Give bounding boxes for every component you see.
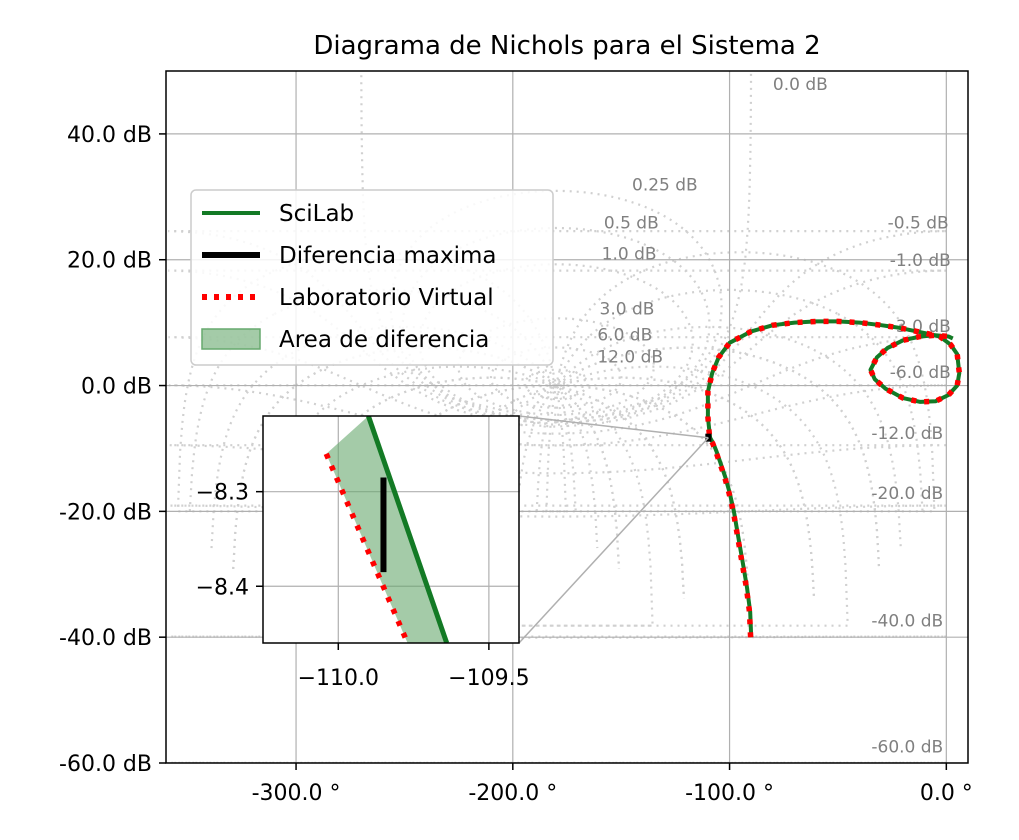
- y-tick-label: 20.0 dB: [67, 249, 152, 274]
- m-circle-label: -3.0 dB: [890, 317, 951, 337]
- legend-label-max-diff: Diferencia maxima: [279, 243, 496, 269]
- y-tick-label: 0.0 dB: [81, 375, 152, 400]
- m-circle: [168, 269, 947, 428]
- x-tick-label: -200.0 °: [468, 781, 557, 806]
- inset-y-ticks: −8.3 −8.4: [196, 481, 263, 600]
- m-circle-labels: 0.0 dB 0.25 dB 0.5 dB 1.0 dB 3.0 dB 6.0 dB12.…: [597, 75, 950, 757]
- n-contour: [545, 251, 936, 513]
- inset-y-tick-label: −8.3: [196, 481, 249, 506]
- inset-difference-area: [326, 416, 447, 643]
- plot-frame: [165, 70, 969, 764]
- m-circle-label: 0.0 dB: [773, 75, 828, 95]
- zoom-connector-line: [518, 415, 709, 439]
- m-circle: [401, 226, 711, 423]
- m-circle-label: -20.0 dB: [871, 484, 943, 504]
- m-circle-label: -60.0 dB: [871, 737, 943, 757]
- y-tick-label: -20.0 dB: [59, 500, 152, 525]
- legend-swatch-diff-area: [201, 328, 261, 350]
- n-contour: [513, 325, 902, 549]
- x-tick-label: -300.0 °: [252, 781, 341, 806]
- m-circle-label: 6.0 dB: [597, 325, 652, 345]
- series-line-virtual-lab: [705, 318, 963, 638]
- chart-title: Diagrama de Nichols para el Sistema 2: [313, 31, 820, 61]
- m-circle-label: 3.0 dB: [600, 299, 655, 319]
- m-circle: [489, 346, 623, 409]
- m-circle-label: -6.0 dB: [890, 363, 951, 383]
- inset-frame: [262, 415, 520, 644]
- legend-box: [190, 189, 554, 366]
- x-tick-label: 0.0 °: [920, 781, 973, 806]
- zoom-inset: −110.0 −109.5 −8.3 −8.4: [196, 415, 530, 691]
- legend-label-diff-area: Area de diferencia: [279, 327, 489, 353]
- y-tick-label: 40.0 dB: [67, 123, 152, 148]
- m-circle: [169, 504, 947, 518]
- n-contour: [458, 365, 849, 627]
- m-circle-label: 12.0 dB: [597, 347, 663, 367]
- zoom-connector-line: [518, 437, 709, 644]
- inset-series: [323, 416, 450, 643]
- m-circle: [0, 271, 166, 427]
- inset-scilab-line: [366, 416, 450, 643]
- inset-x-tick-label: −109.5: [448, 666, 529, 691]
- x-tick-label: -100.0 °: [685, 781, 774, 806]
- m-circle-label: -1.0 dB: [890, 251, 951, 271]
- m-circle-label: -12.0 dB: [871, 424, 943, 444]
- m-circle-label: 0.25 dB: [632, 176, 698, 196]
- m-circle-label: 0.5 dB: [604, 213, 659, 233]
- m-circle: [168, 384, 947, 447]
- y-tick-label: -40.0 dB: [59, 626, 152, 651]
- inset-x-ticks: −110.0 −109.5: [298, 643, 530, 691]
- m-circle: [0, 445, 166, 473]
- y-axis-ticks: 40.0 dB 20.0 dB 0.0 dB -20.0 dB -40.0 dB -60.…: [59, 123, 166, 777]
- m-circle: [360, 71, 753, 425]
- x-axis-ticks: -300.0 ° -200.0 ° -100.0 ° 0.0 °: [252, 763, 973, 806]
- m-circle-label: 1.0 dB: [602, 245, 657, 265]
- m-circle: [389, 189, 723, 424]
- legend-label-virtual-lab: Laboratorio Virtual: [279, 285, 494, 311]
- zoom-connectors: [518, 415, 709, 644]
- legend-label-scilab: SciLab: [279, 201, 354, 227]
- n-contour: [492, 346, 881, 569]
- inset-virtual-lab-line: [323, 452, 411, 643]
- y-tick-label: -60.0 dB: [59, 752, 152, 777]
- m-circle: [169, 444, 947, 475]
- m-circle-label: -0.5 dB: [888, 213, 949, 233]
- inset-y-tick-label: −8.4: [196, 575, 249, 600]
- inset-x-tick-label: −110.0: [298, 666, 379, 691]
- m-circle-label: -40.0 dB: [871, 611, 943, 631]
- legend: SciLab Diferencia maxima Laboratorio Vir…: [190, 189, 554, 366]
